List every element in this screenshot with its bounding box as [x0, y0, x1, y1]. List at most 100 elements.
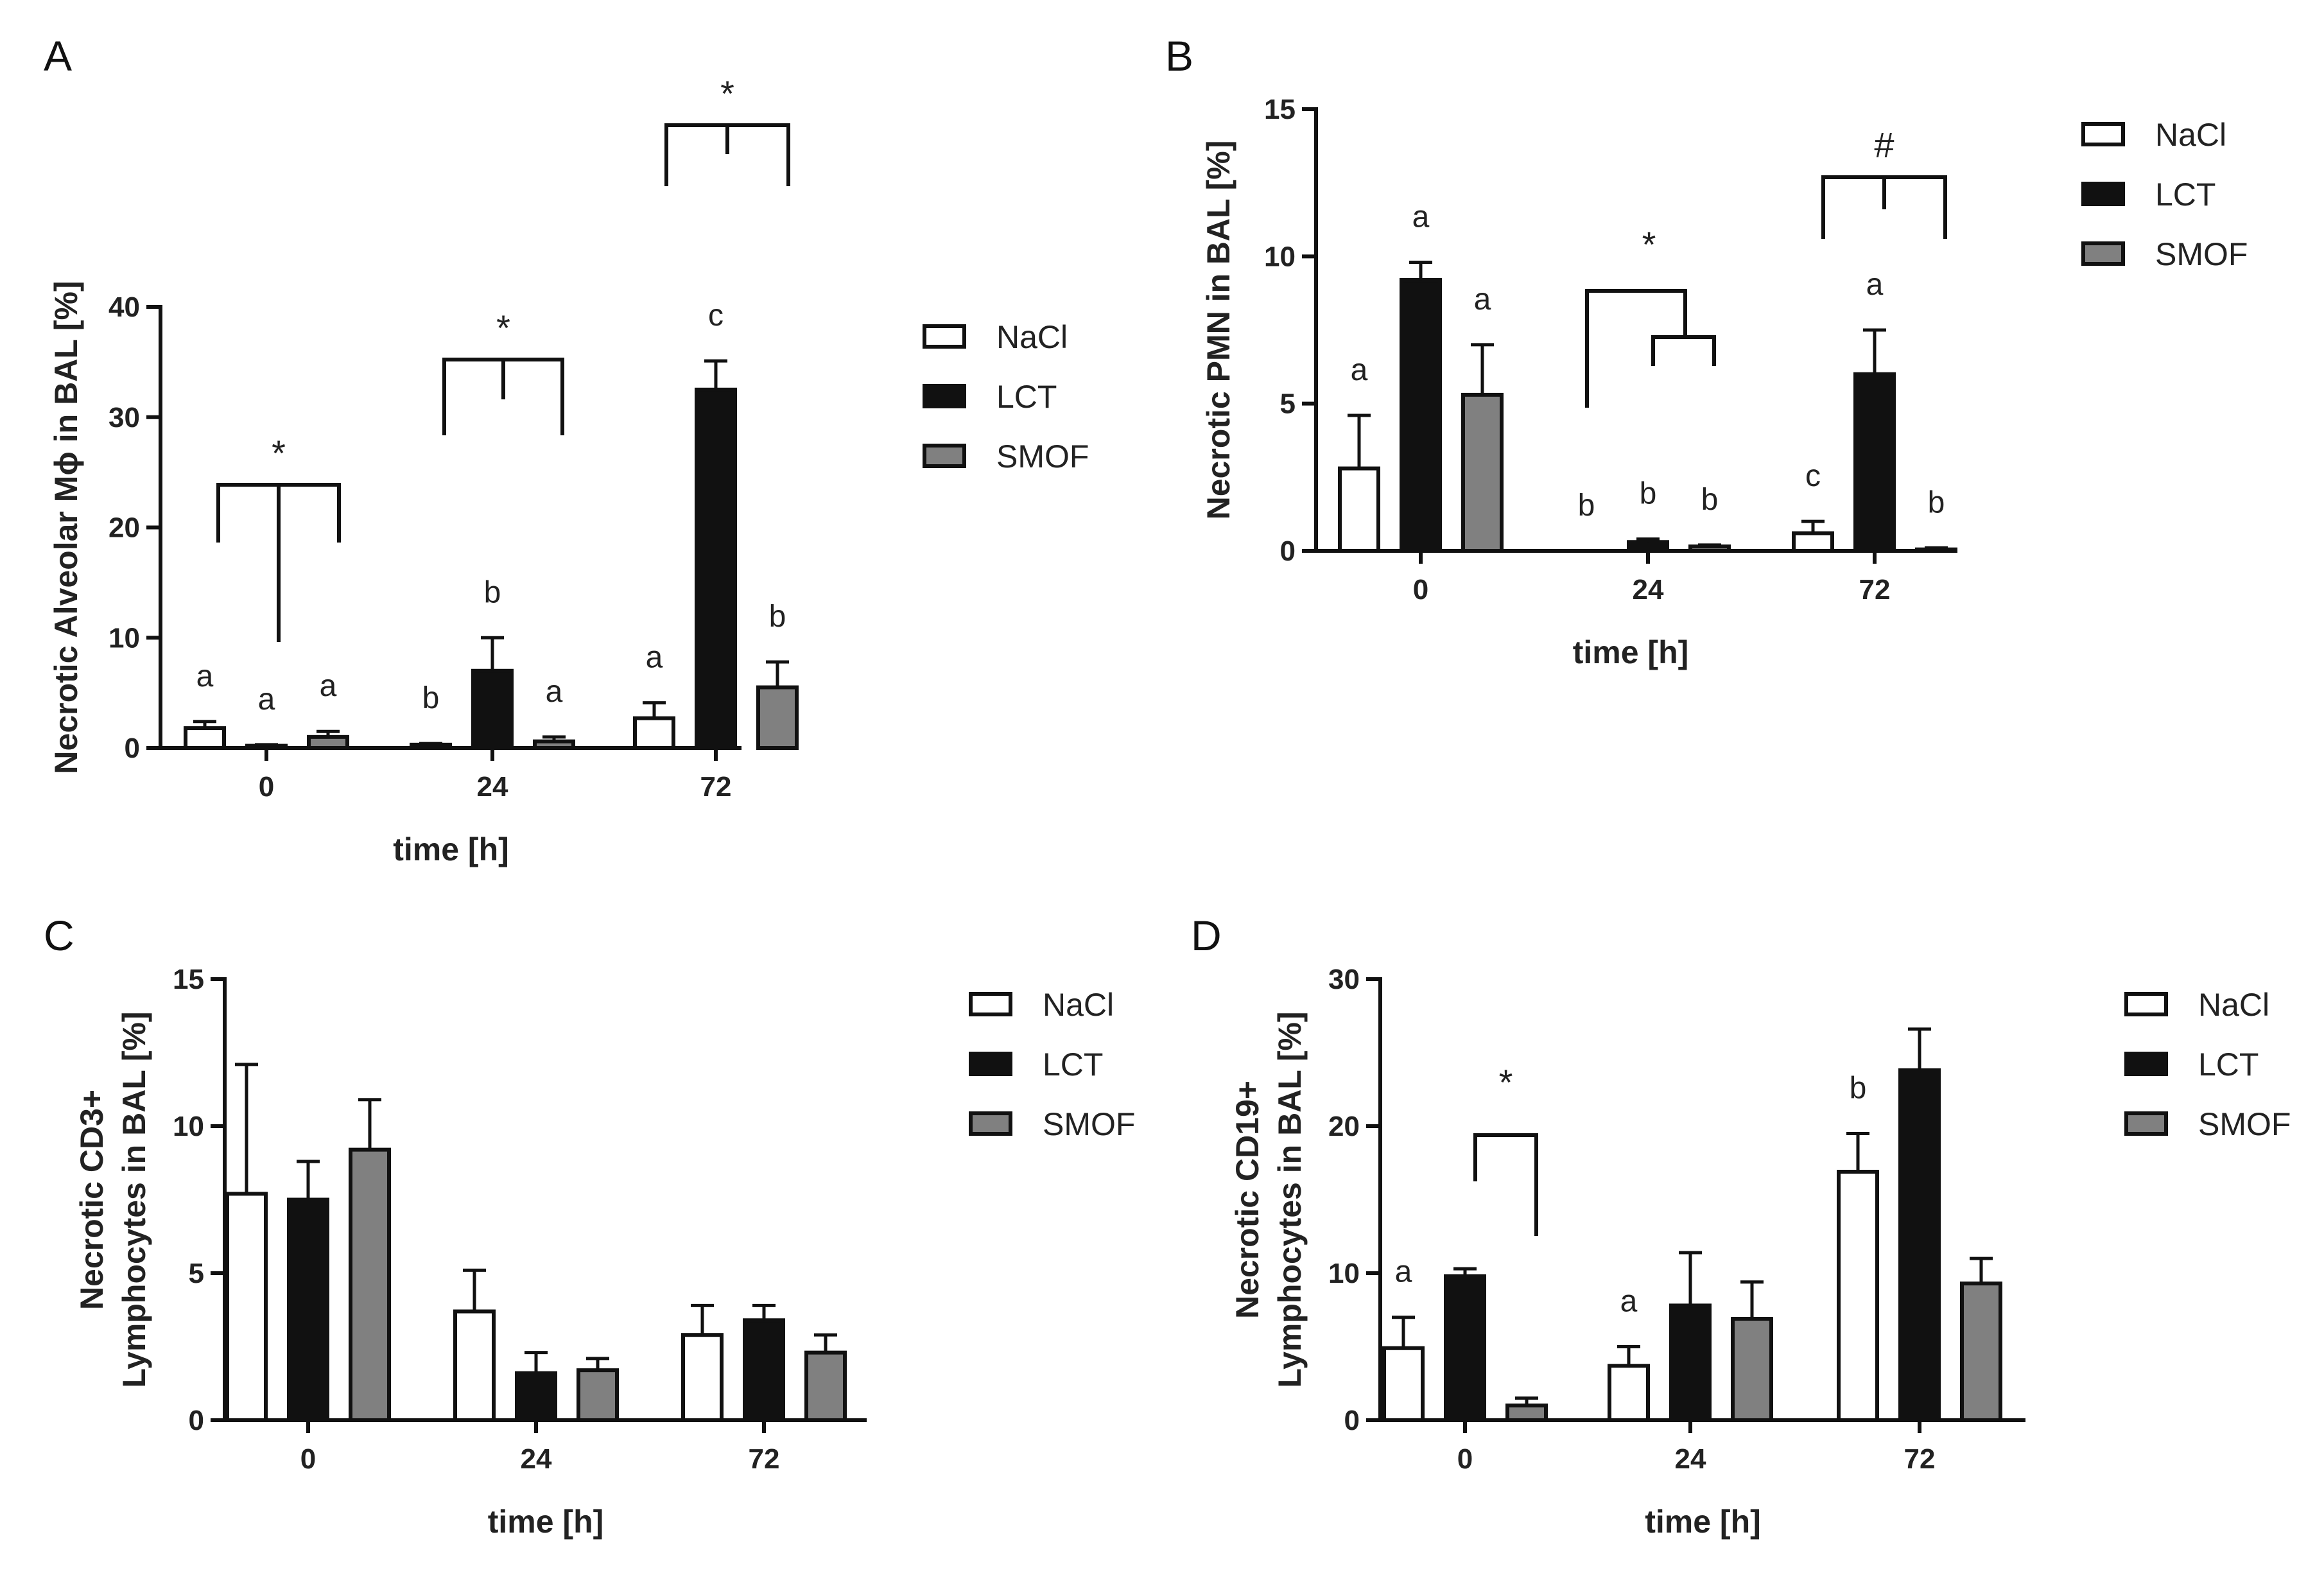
y-tick-label: 20 [1328, 1111, 1360, 1142]
panel-c: C 0 5 10 15 0 24 72 time [h] Necrotic CD3+ Lymphoc… [44, 912, 1135, 1540]
x-tick-label: 72 [1859, 574, 1891, 605]
y-axis-title: Necrotic CD19+ Lymphocytes in BAL [%] [1229, 1011, 1308, 1387]
significance-letter: b [769, 600, 786, 634]
bar-nacl [1792, 531, 1834, 553]
significance-letter: a [258, 682, 275, 717]
significance-letter: a [1474, 282, 1491, 317]
significance-letter: a [1395, 1255, 1412, 1289]
y-tick-label: 0 [125, 733, 140, 764]
x-axis-title: time [h] [1645, 1504, 1761, 1540]
significance-marker: * [720, 73, 734, 114]
bar-smof [1960, 1282, 2002, 1423]
legend-swatch-nacl [2081, 122, 2125, 146]
legend-swatch-nacl [2124, 992, 2168, 1016]
legend-label: LCT [996, 379, 1057, 415]
y-tick-label: 20 [108, 512, 140, 544]
bar-smof [533, 739, 575, 750]
bar-smof [1461, 392, 1504, 553]
x-axis-title: time [h] [393, 831, 509, 867]
x-axis-title: time [h] [488, 1504, 604, 1540]
y-axis-title-line: Lymphocytes in BAL [%] [1272, 1011, 1308, 1387]
significance-letter: a [1412, 200, 1430, 234]
legend-swatch-smof [969, 1111, 1012, 1136]
x-tick-label: 72 [700, 771, 732, 803]
y-tick-label: 30 [1328, 964, 1360, 995]
significance-marker: * [1499, 1062, 1513, 1102]
legend-swatch-lct [2124, 1052, 2168, 1076]
legend-label: NaCl [996, 319, 1068, 355]
significance-letter: b [1640, 477, 1657, 511]
bar-lct [1400, 278, 1442, 553]
y-axis-title-line: Lymphocytes in BAL [%] [116, 1011, 152, 1387]
bar-nacl [453, 1309, 496, 1423]
significance-letter: a [646, 641, 663, 675]
panel-d: D 0 10 20 30 0 24 72 time [h] Necrotic CD19+ Lymph… [1191, 912, 2291, 1540]
y-tick-label: 0 [1344, 1405, 1360, 1436]
significance-letter: b [484, 575, 501, 609]
legend-label: SMOF [1043, 1106, 1135, 1142]
legend-label: SMOF [2198, 1106, 2291, 1142]
legend-label: NaCl [2155, 117, 2226, 153]
bar-lct [1627, 540, 1669, 553]
bar-lct [471, 668, 514, 751]
x-tick-label: 24 [477, 771, 508, 803]
bar-smof [1915, 547, 1957, 553]
significance-letter: c [1805, 459, 1821, 493]
legend-label: NaCl [1043, 987, 1114, 1023]
legend-label: LCT [2155, 177, 2216, 213]
legend-label: LCT [1043, 1047, 1103, 1082]
bar-lct [287, 1197, 329, 1422]
significance-letter: a [546, 675, 563, 709]
x-tick-label: 0 [1457, 1443, 1473, 1475]
panel-letter: C [44, 912, 74, 959]
bar-smof [756, 685, 799, 750]
significance-marker: # [1874, 125, 1894, 165]
y-tick-label: 10 [1328, 1258, 1360, 1289]
x-axis-title: time [h] [1573, 634, 1689, 670]
panel-letter: B [1165, 32, 1193, 80]
significance-letter: b [1928, 485, 1945, 519]
x-tick-label: 24 [1633, 574, 1664, 605]
legend-swatch-nacl [969, 992, 1012, 1016]
legend-swatch-nacl [923, 324, 966, 349]
legend-swatch-lct [969, 1052, 1012, 1076]
bar-nacl [225, 1192, 268, 1422]
bar-smof [1731, 1316, 1773, 1422]
y-tick-label: 5 [1280, 388, 1296, 420]
y-axis-title: Necrotic CD3+ Lymphocytes in BAL [%] [74, 1011, 152, 1387]
legend-swatch-smof [2124, 1111, 2168, 1136]
y-tick-label: 10 [1264, 241, 1296, 272]
significance-marker: * [1642, 224, 1656, 265]
significance-letter: b [422, 681, 440, 715]
bar-nacl [681, 1333, 724, 1422]
panel-a: A 0 10 20 30 40 0 24 72 time [h] Necrotic Alveolar… [44, 32, 1089, 867]
significance-letter: b [1578, 489, 1595, 523]
bar-nacl [1837, 1169, 1879, 1422]
bar-smof [1688, 544, 1731, 553]
legend: NaCl LCT SMOF [969, 987, 1135, 1142]
bar-smof [349, 1147, 391, 1422]
bar-lct [695, 387, 737, 750]
y-tick-label: 15 [1264, 94, 1296, 125]
bar-smof [577, 1368, 619, 1422]
bar-nacl [1382, 1346, 1425, 1423]
legend: NaCl LCT SMOF [2124, 987, 2291, 1142]
bar-smof [804, 1350, 847, 1422]
x-tick-label: 0 [259, 771, 274, 803]
bar-nacl [184, 726, 226, 750]
bar-smof [307, 734, 349, 750]
significance-bracket [1473, 1133, 1538, 1236]
x-tick-label: 0 [300, 1443, 316, 1475]
bar-smof [1505, 1404, 1548, 1423]
significance-bracket [1585, 289, 1687, 408]
significance-letter: a [1351, 353, 1368, 387]
bar-lct [1853, 372, 1896, 553]
y-axis-title: Necrotic PMN in BAL [%] [1201, 141, 1236, 520]
y-tick-label: 30 [108, 402, 140, 433]
y-axis-title: Necrotic Alveolar Mϕ in BAL [%] [48, 281, 84, 774]
significance-letter: a [196, 659, 214, 693]
y-axis-title-line: Necrotic CD3+ [74, 1090, 110, 1310]
significance-marker: * [272, 433, 286, 473]
legend-swatch-smof [2081, 241, 2125, 266]
